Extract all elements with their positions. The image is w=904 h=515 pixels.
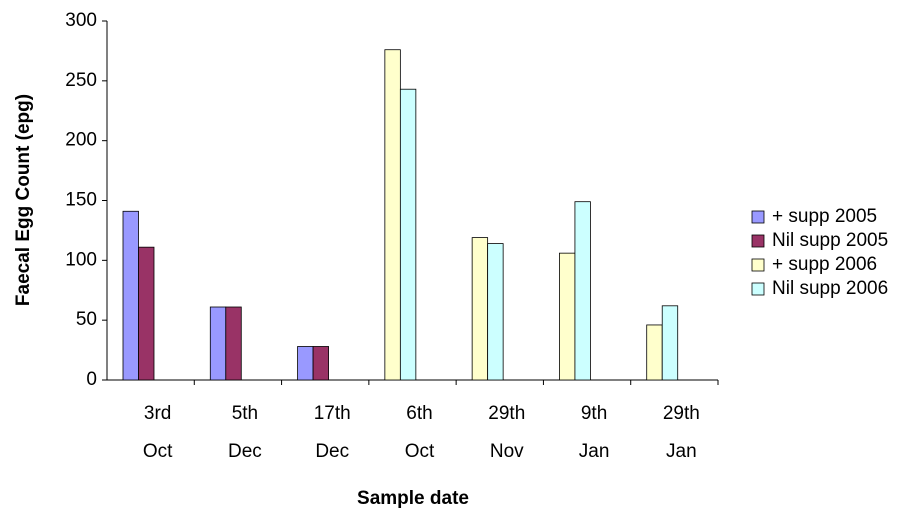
y-axis-title: Faecal Egg Count (epg) <box>13 94 34 306</box>
x-tick-label: 29th Jan <box>663 403 700 462</box>
bar <box>646 324 663 381</box>
y-tick-label: 250 <box>65 70 97 91</box>
x-tick-label: 29th Nov <box>488 403 525 462</box>
x-tick-label: 17th Dec <box>314 403 351 462</box>
legend-label: + supp 2005 <box>772 206 877 227</box>
x-tick-label: 3rd Oct <box>143 403 173 462</box>
x-tick-label: 9th Jan <box>579 403 610 462</box>
y-tick-label: 50 <box>76 309 97 330</box>
x-tick-label: 6th Oct <box>405 403 435 462</box>
bar <box>312 346 329 381</box>
bar <box>487 243 504 381</box>
legend-label: + supp 2006 <box>772 254 877 275</box>
bar <box>384 49 401 381</box>
x-axis-title: Sample date <box>357 488 469 509</box>
legend-label: Nil supp 2005 <box>772 230 888 251</box>
bar <box>209 306 227 381</box>
bar <box>661 305 679 381</box>
x-tick-label: 5th Dec <box>228 403 262 462</box>
bar <box>138 246 155 381</box>
legend-swatch <box>751 282 765 296</box>
y-tick-label: 100 <box>65 249 97 270</box>
y-tick-label: 0 <box>86 369 97 390</box>
legend-swatch <box>751 258 765 272</box>
bar <box>225 306 242 381</box>
bar <box>122 210 139 381</box>
bar <box>559 252 576 381</box>
bar <box>297 346 314 381</box>
legend-swatch <box>751 210 765 224</box>
bar <box>399 88 417 381</box>
legend-swatch <box>751 234 765 248</box>
bar <box>574 201 591 381</box>
y-tick-label: 300 <box>65 10 97 31</box>
y-tick-label: 150 <box>65 190 97 211</box>
bar <box>471 237 489 381</box>
y-tick-label: 200 <box>65 130 97 151</box>
legend-label: Nil supp 2006 <box>772 278 888 299</box>
